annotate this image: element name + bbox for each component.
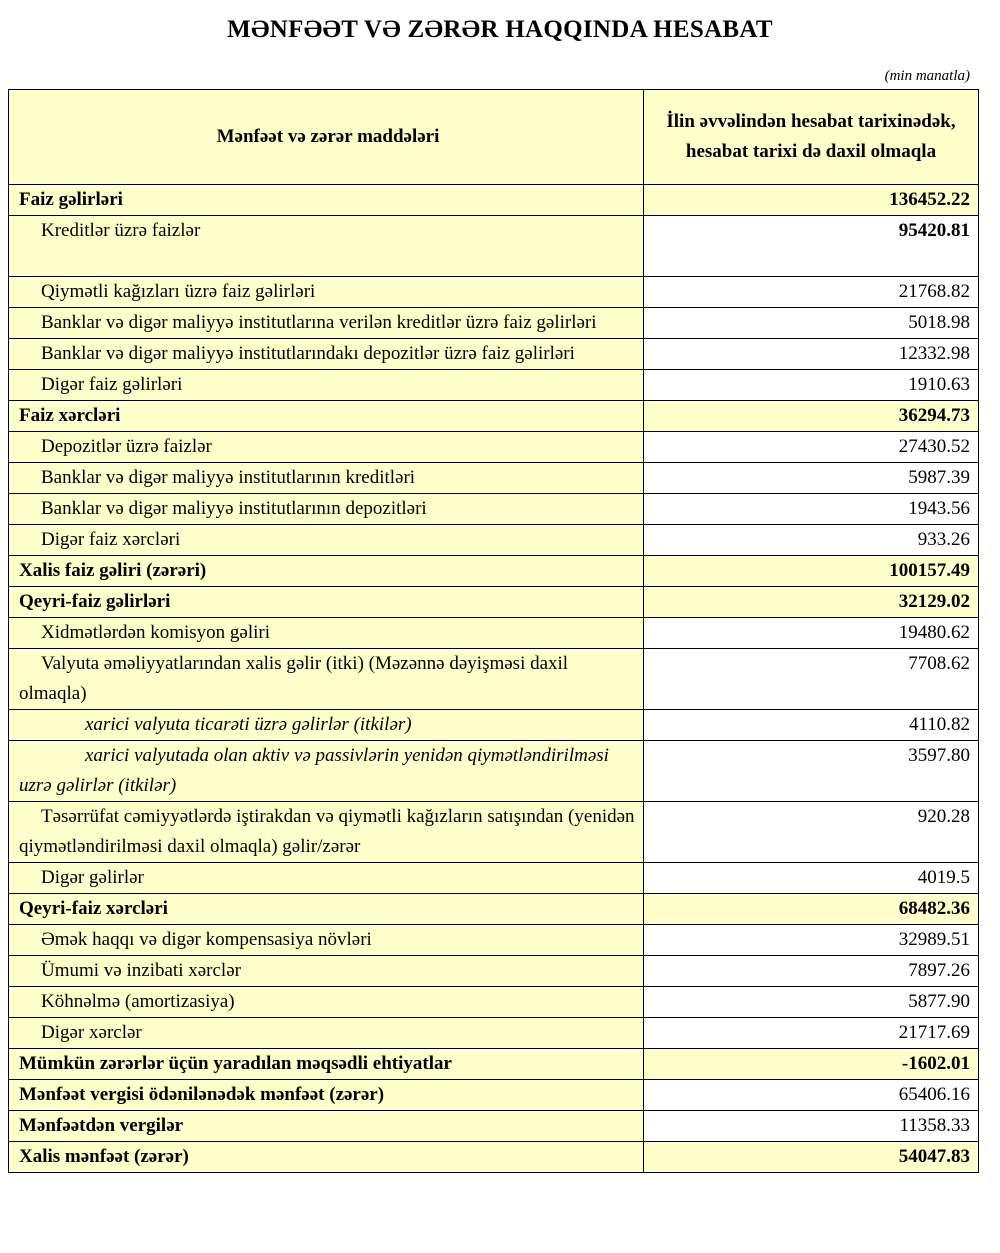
table-row: Digər gəlirlər 4019.5: [8, 862, 979, 894]
table-row: Digər faiz xərcləri 933.26: [8, 524, 979, 556]
row-label: Təsərrüfat cəmiyyətlərdə iştirakdan və q…: [8, 801, 644, 863]
row-value: 5018.98: [643, 307, 979, 339]
row-label: Banklar və digər maliyyə institutlarının…: [8, 493, 644, 525]
row-label: Köhnəlmə (amortizasiya): [8, 986, 644, 1018]
row-value: 68482.36: [643, 893, 979, 925]
row-label: Ümumi və inzibati xərclər: [8, 955, 644, 987]
table-row: Banklar və digər maliyyə institutlarının…: [8, 462, 979, 494]
table-row: Qiymətli kağızları üzrə faiz gəlirləri 21…: [8, 276, 979, 308]
row-label: Banklar və digər maliyyə institutlarının…: [8, 462, 644, 494]
table-row: Banklar və digər maliyyə institutlarının…: [8, 493, 979, 525]
row-label: xarici valyutada olan aktiv və passivlər…: [8, 740, 644, 802]
row-value: 1943.56: [643, 493, 979, 525]
table-row: xarici valyutada olan aktiv və passivlər…: [8, 740, 979, 802]
row-value: 4019.5: [643, 862, 979, 894]
row-value: 36294.73: [643, 400, 979, 432]
row-value: 65406.16: [643, 1079, 979, 1111]
row-label: Əmək haqqı və digər kompensasiya növləri: [8, 924, 644, 956]
table-row: xarici valyuta ticarəti üzrə gəlirlər (i…: [8, 709, 979, 741]
table-row: Xalis mənfəət (zərər) 54047.83: [8, 1141, 979, 1173]
row-value: 5987.39: [643, 462, 979, 494]
header-period: İlin əvvəlindən hesabat tarixinədək, hes…: [643, 89, 979, 185]
row-value: 7708.62: [643, 648, 979, 710]
table-row: Köhnəlmə (amortizasiya) 5877.90: [8, 986, 979, 1018]
row-label: Banklar və digər maliyyə institutlarına …: [8, 307, 644, 339]
table-row: Mümkün zərərlər üçün yaradılan məqsədli …: [8, 1048, 979, 1080]
row-label: Depozitlər üzrə faizlər: [8, 431, 644, 463]
row-label: Faiz xərcləri: [8, 400, 644, 432]
row-label: Mümkün zərərlər üçün yaradılan məqsədli …: [8, 1048, 644, 1080]
row-label: Xalis faiz gəliri (zərəri): [8, 555, 644, 587]
table-row: Əmək haqqı və digər kompensasiya növləri…: [8, 924, 979, 956]
table-row: Kreditlər üzrə faizlər 95420.81: [8, 215, 979, 277]
row-label: Xalis mənfəət (zərər): [8, 1141, 644, 1173]
row-label: Qiymətli kağızları üzrə faiz gəlirləri: [8, 276, 644, 308]
table-row: Xalis faiz gəliri (zərəri) 100157.49: [8, 555, 979, 587]
row-value: 933.26: [643, 524, 979, 556]
table-row: Qeyri-faiz gəlirləri 32129.02: [8, 586, 979, 618]
row-value: 1910.63: [643, 369, 979, 401]
row-label: Digər gəlirlər: [8, 862, 644, 894]
table-row: Digər faiz gəlirləri 1910.63: [8, 369, 979, 401]
row-value: 21717.69: [643, 1017, 979, 1049]
row-value: 32129.02: [643, 586, 979, 618]
row-label: Xidmətlərdən komisyon gəliri: [8, 617, 644, 649]
row-value: -1602.01: [643, 1048, 979, 1080]
row-label: Valyuta əməliyyatlarından xalis gəlir (i…: [8, 648, 644, 710]
table-row: Digər xərclər 21717.69: [8, 1017, 979, 1049]
row-value: 95420.81: [643, 215, 979, 277]
table-row: Banklar və digər maliyyə institutlarında…: [8, 338, 979, 370]
table-row: Faiz gəlirləri 136452.22: [8, 184, 979, 216]
row-label: Digər faiz xərcləri: [8, 524, 644, 556]
income-statement-table: Mənfəət və zərər maddələri İlin əvvəlind…: [8, 89, 979, 1173]
row-value: 19480.62: [643, 617, 979, 649]
row-value: 32989.51: [643, 924, 979, 956]
table-row: Ümumi və inzibati xərclər 7897.26: [8, 955, 979, 987]
row-value: 11358.33: [643, 1110, 979, 1142]
table-row: Xidmətlərdən komisyon gəliri 19480.62: [8, 617, 979, 649]
row-value: 5877.90: [643, 986, 979, 1018]
row-label: xarici valyuta ticarəti üzrə gəlirlər (i…: [8, 709, 644, 741]
row-value: 21768.82: [643, 276, 979, 308]
header-items: Mənfəət və zərər maddələri: [8, 89, 644, 185]
unit-note: (min manatla): [884, 68, 970, 84]
table-row: Təsərrüfat cəmiyyətlərdə iştirakdan və q…: [8, 801, 979, 863]
row-label: Kreditlər üzrə faizlər: [8, 215, 644, 277]
row-label: Faiz gəlirləri: [8, 184, 644, 216]
row-label: Digər faiz gəlirləri: [8, 369, 644, 401]
table-row: Qeyri-faiz xərcləri 68482.36: [8, 893, 979, 925]
report-title: MƏNFƏƏT VƏ ZƏRƏR HAQQINDA HESABAT: [227, 16, 773, 43]
table-row: Depozitlər üzrə faizlər 27430.52: [8, 431, 979, 463]
row-value: 4110.82: [643, 709, 979, 741]
row-label: Digər xərclər: [8, 1017, 644, 1049]
row-value: 7897.26: [643, 955, 979, 987]
row-value: 54047.83: [643, 1141, 979, 1173]
table-row: Faiz xərcləri 36294.73: [8, 400, 979, 432]
table-row: Mənfəət vergisi ödənilənədək mənfəət (zə…: [8, 1079, 979, 1111]
table-row: Banklar və digər maliyyə institutlarına …: [8, 307, 979, 339]
row-value: 3597.80: [643, 740, 979, 802]
row-value: 100157.49: [643, 555, 979, 587]
header-row: Mənfəət və zərər maddələri İlin əvvəlind…: [8, 89, 979, 185]
row-label: Qeyri-faiz xərcləri: [8, 893, 644, 925]
row-value: 27430.52: [643, 431, 979, 463]
table-row: Valyuta əməliyyatlarından xalis gəlir (i…: [8, 648, 979, 710]
row-value: 920.28: [643, 801, 979, 863]
table-row: Mənfəətdən vergilər 11358.33: [8, 1110, 979, 1142]
row-value: 136452.22: [643, 184, 979, 216]
row-label: Qeyri-faiz gəlirləri: [8, 586, 644, 618]
row-value: 12332.98: [643, 338, 979, 370]
row-label: Banklar və digər maliyyə institutlarında…: [8, 338, 644, 370]
row-label: Mənfəət vergisi ödənilənədək mənfəət (zə…: [8, 1079, 644, 1111]
row-label: Mənfəətdən vergilər: [8, 1110, 644, 1142]
